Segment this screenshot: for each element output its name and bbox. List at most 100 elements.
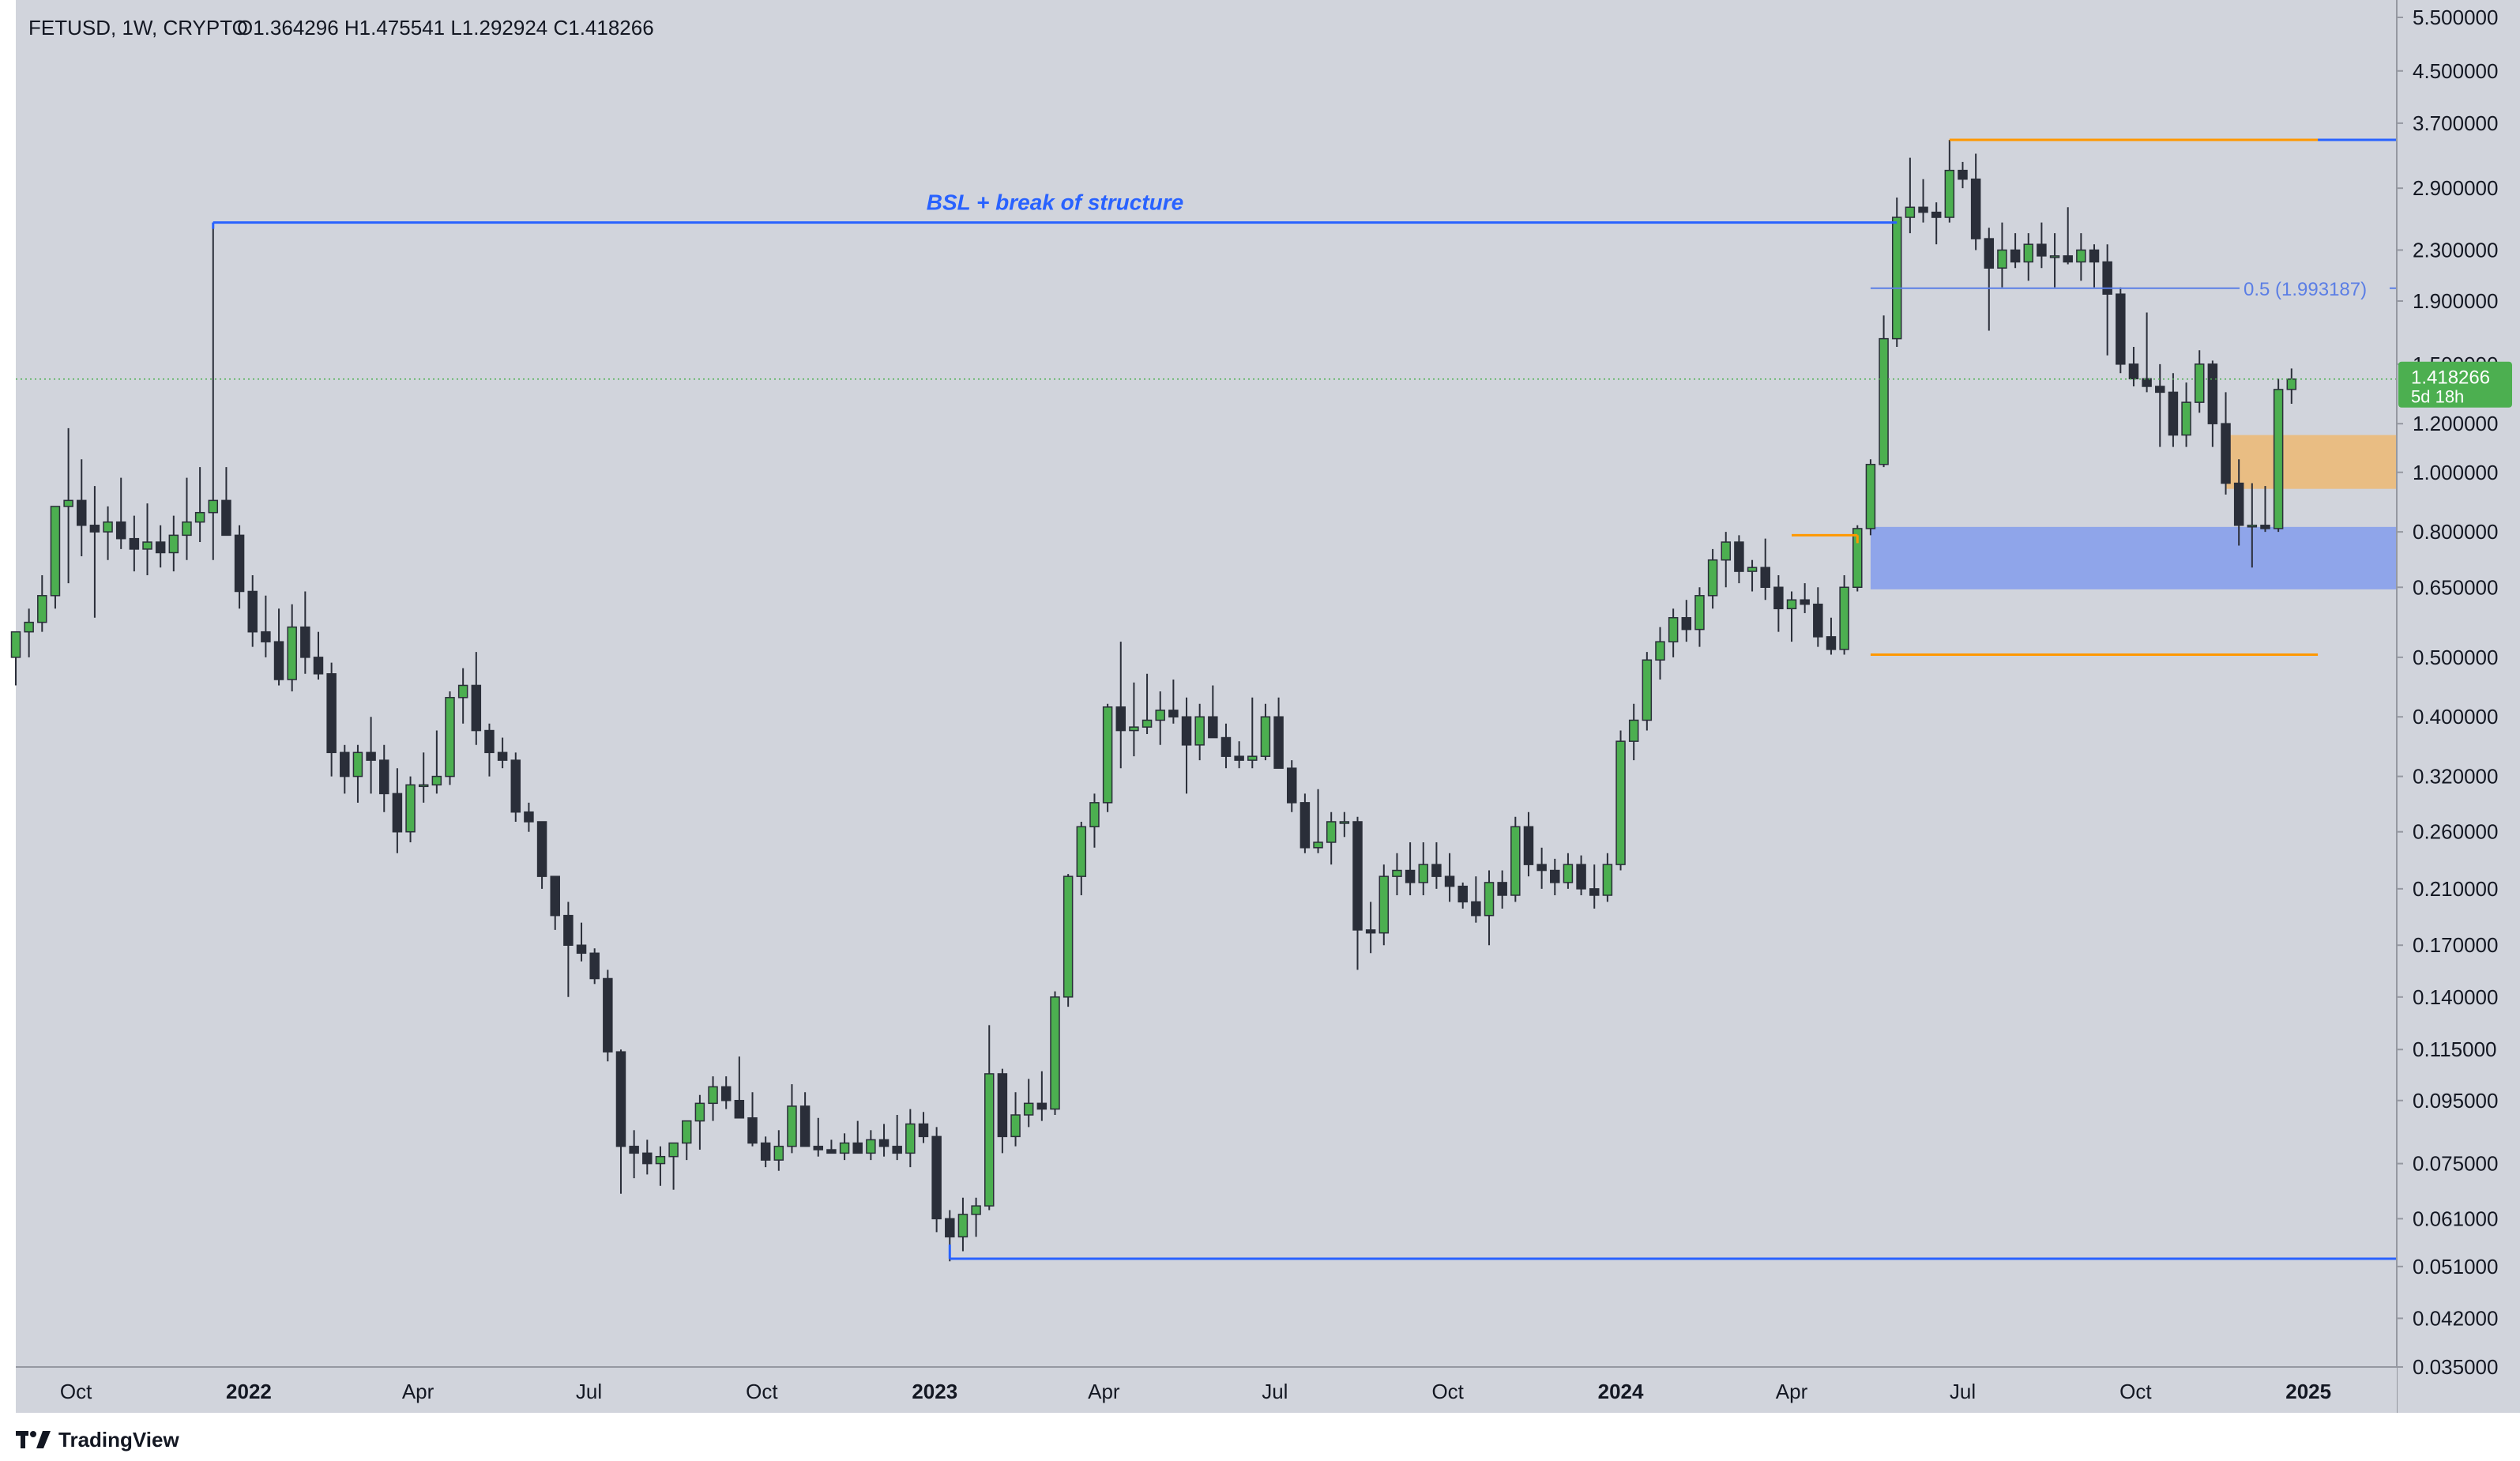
candle bbox=[1510, 816, 1521, 902]
candle bbox=[852, 1120, 863, 1154]
candle bbox=[366, 717, 376, 794]
candle-body-down bbox=[326, 673, 337, 754]
candle bbox=[524, 802, 534, 832]
candle-body-down bbox=[1734, 541, 1744, 572]
candle bbox=[668, 1142, 679, 1190]
candle-body-down bbox=[1299, 802, 1311, 849]
price-axis-background[interactable] bbox=[2397, 0, 2520, 1413]
candle-body-down bbox=[1918, 206, 1928, 213]
candle-body-up bbox=[2023, 243, 2033, 263]
candle bbox=[484, 723, 495, 777]
time-axis-background[interactable] bbox=[16, 1367, 2397, 1413]
time-tick-label: Apr bbox=[1088, 1380, 1120, 1403]
candle bbox=[2010, 233, 2021, 269]
candle bbox=[1286, 760, 1297, 812]
candle-body-down bbox=[826, 1149, 837, 1154]
current-price-tag-box bbox=[2398, 361, 2512, 408]
candle-body-up bbox=[2194, 363, 2205, 403]
candle bbox=[2063, 207, 2073, 265]
candle bbox=[2089, 244, 2100, 288]
candle-body-up bbox=[168, 534, 179, 554]
candle bbox=[1365, 902, 1376, 954]
candle bbox=[510, 752, 521, 822]
candle bbox=[799, 1092, 811, 1147]
candle-body-down bbox=[1431, 864, 1442, 877]
candle-body-down bbox=[2063, 255, 2073, 263]
candle-body-up bbox=[1602, 864, 1613, 896]
candle-body-up bbox=[1129, 726, 1139, 732]
candle-body-down bbox=[1970, 178, 1981, 239]
candle-body-up bbox=[457, 684, 468, 698]
candle bbox=[1431, 842, 1442, 889]
candle bbox=[1208, 685, 1218, 739]
candle-body-down bbox=[931, 1135, 942, 1220]
candle bbox=[1536, 847, 1547, 889]
candle-body-up bbox=[1418, 864, 1429, 883]
candle-body-up bbox=[431, 775, 442, 786]
candle-body-up bbox=[1615, 740, 1626, 865]
candle-body-up bbox=[2273, 389, 2284, 529]
candle bbox=[1773, 575, 1784, 632]
candle bbox=[931, 1127, 942, 1233]
candle bbox=[878, 1124, 890, 1157]
candle bbox=[1958, 161, 1968, 189]
candle bbox=[1839, 575, 1849, 655]
candle bbox=[2155, 363, 2165, 447]
candle-body-up bbox=[2049, 255, 2060, 258]
candle-body-up bbox=[957, 1214, 969, 1238]
candle-body-down bbox=[1471, 901, 1481, 917]
candle-body-up bbox=[1155, 710, 1165, 721]
time-tick-label: Jul bbox=[1262, 1380, 1288, 1403]
candle-body-up bbox=[1655, 641, 1665, 661]
candle-body-up bbox=[10, 631, 21, 658]
candle bbox=[221, 467, 231, 537]
candle bbox=[405, 776, 416, 842]
candle bbox=[1181, 697, 1192, 794]
candle bbox=[708, 1076, 718, 1121]
candle bbox=[1023, 1079, 1034, 1128]
candle-body-up bbox=[682, 1120, 692, 1144]
candle bbox=[457, 668, 468, 724]
price-tick-label: 4.500000 bbox=[2413, 59, 2498, 83]
price-tick-label: 0.650000 bbox=[2413, 575, 2498, 599]
candle-body-up bbox=[905, 1123, 916, 1154]
candle-body-down bbox=[747, 1117, 758, 1144]
candle-body-down bbox=[603, 977, 613, 1052]
candle bbox=[63, 427, 73, 584]
candle-body-down bbox=[576, 944, 587, 955]
candle-body-down bbox=[1405, 869, 1416, 883]
annotations-layer: BSL + break of structure 0.5 (1.993187) bbox=[212, 138, 2397, 1260]
candle bbox=[24, 608, 34, 657]
candle-body-up bbox=[1905, 206, 1916, 218]
candle-body-down bbox=[1457, 885, 1468, 903]
candle bbox=[957, 1197, 969, 1252]
candle bbox=[2273, 378, 2284, 533]
price-tick-label: 0.210000 bbox=[2413, 877, 2498, 901]
candle bbox=[1273, 697, 1284, 769]
candle bbox=[194, 467, 205, 543]
price-tick-label: 0.051000 bbox=[2413, 1255, 2498, 1278]
candle bbox=[2023, 233, 2033, 281]
candle bbox=[1457, 882, 1468, 909]
tradingview-branding[interactable]: TradingView bbox=[16, 1425, 179, 1454]
candle-body-down bbox=[1444, 875, 1455, 887]
symbol-info[interactable]: FETUSD, 1W, CRYPTO bbox=[28, 16, 248, 40]
candle bbox=[642, 1139, 653, 1175]
price-tick-label: 0.042000 bbox=[2413, 1306, 2498, 1330]
candle-body-up bbox=[1865, 464, 1876, 529]
candle bbox=[471, 652, 482, 745]
candle-body-down bbox=[392, 793, 403, 833]
candle bbox=[603, 970, 613, 1062]
candle bbox=[1089, 793, 1100, 848]
candle bbox=[208, 222, 219, 560]
candle-body-up bbox=[1313, 842, 1323, 849]
candle bbox=[1444, 853, 1455, 902]
candle bbox=[839, 1133, 850, 1161]
price-tick-label: 0.260000 bbox=[2413, 820, 2498, 844]
candle-body-down bbox=[615, 1051, 626, 1147]
candle-body-down bbox=[799, 1105, 811, 1147]
candle-body-down bbox=[589, 952, 600, 980]
time-tick-label: 2023 bbox=[912, 1380, 957, 1403]
